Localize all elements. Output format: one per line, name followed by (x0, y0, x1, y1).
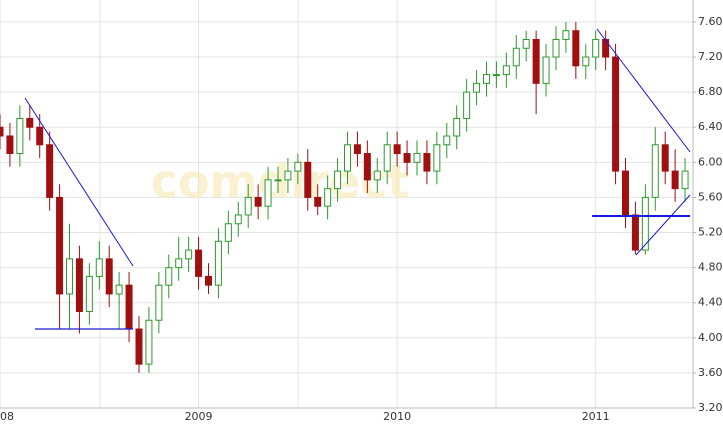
trend-lines (24, 28, 691, 330)
candle-body (433, 144, 441, 172)
candle-body (155, 284, 163, 321)
candle-body (56, 196, 64, 295)
candle-body (274, 179, 282, 182)
candle-body (641, 196, 649, 251)
candle-body (631, 214, 639, 251)
trend-line (635, 194, 691, 256)
y-tick-label: 3.600 (698, 366, 723, 379)
candle-body (363, 153, 371, 181)
candle-body (324, 188, 332, 207)
candle-body (373, 170, 381, 181)
y-tick-label: 4.000 (698, 331, 723, 344)
candle-body (6, 135, 14, 155)
candle-body (165, 267, 173, 286)
candle-body (612, 56, 620, 172)
candle-body (602, 38, 610, 58)
candle-body (651, 144, 659, 198)
y-tick-label: 5.600 (698, 190, 723, 203)
candle-body (413, 153, 421, 163)
candle-body (115, 284, 123, 295)
candle-body (562, 30, 570, 40)
candle-body (75, 258, 83, 312)
candle-body (314, 196, 322, 207)
candle-body (572, 30, 580, 67)
candle-body (135, 328, 143, 365)
candle-body (661, 144, 669, 172)
candle-body (482, 74, 490, 84)
candle-body (264, 179, 272, 207)
candle-body (224, 223, 232, 242)
x-tick-label: 2011 (582, 410, 610, 423)
candle-body (304, 161, 312, 198)
candle-body (46, 144, 54, 198)
candle-body (403, 153, 411, 163)
candle-body (343, 144, 351, 172)
candle-body (522, 38, 530, 49)
candle-body (383, 144, 391, 172)
candle-body (254, 196, 262, 207)
x-tick-label: 2009 (185, 410, 213, 423)
candle-body (125, 284, 133, 330)
candle-body (621, 170, 629, 216)
candle-body (671, 170, 679, 190)
candle-body (453, 117, 461, 137)
candle-body (195, 249, 203, 277)
y-tick-label: 5.200 (698, 226, 723, 239)
candle-body (552, 38, 560, 58)
candle-body (512, 47, 520, 67)
candle-body (145, 319, 153, 365)
plot-area (0, 0, 693, 408)
x-tick-label: 2010 (383, 410, 411, 423)
candle-body (582, 56, 590, 67)
y-tick-label: 4.800 (698, 261, 723, 274)
candle-body (532, 38, 540, 84)
candle-body (85, 275, 93, 312)
y-tick-label: 4.400 (698, 296, 723, 309)
candle-body (214, 240, 222, 286)
trend-line (596, 28, 691, 153)
candle-body (284, 170, 292, 181)
y-tick-label: 7.600 (698, 15, 723, 28)
candle-body (244, 196, 252, 216)
candle-body (0, 126, 4, 137)
x-tick-label: 2008 (0, 410, 14, 423)
candle-body (492, 74, 500, 77)
candle-body (502, 65, 510, 76)
candle-body (334, 170, 342, 190)
y-tick-label: 6.000 (698, 155, 723, 168)
y-tick-label: 6.800 (698, 85, 723, 98)
candle-body (234, 214, 242, 225)
candle-body (592, 38, 600, 58)
candle-body (204, 275, 212, 286)
candle-body (26, 117, 34, 128)
candle-body (95, 258, 103, 277)
candle-body (542, 56, 550, 84)
candle-body (175, 258, 183, 269)
candle-body (393, 144, 401, 155)
candle-body (65, 258, 73, 295)
candle-body (294, 161, 302, 172)
candle-body (105, 258, 113, 295)
y-tick-label: 3.200 (698, 401, 723, 414)
trend-line (24, 97, 134, 267)
y-tick-label: 6.400 (698, 120, 723, 133)
candles (0, 21, 689, 373)
candle-body (443, 135, 451, 146)
y-tick-label: 7.200 (698, 50, 723, 63)
candle-body (36, 126, 44, 146)
candle-body (16, 117, 24, 155)
candle-body (681, 170, 689, 190)
candle-body (463, 91, 471, 119)
candle-body (423, 153, 431, 172)
candle-body (185, 249, 193, 260)
candle-body (353, 144, 361, 155)
candle-body (473, 82, 481, 93)
